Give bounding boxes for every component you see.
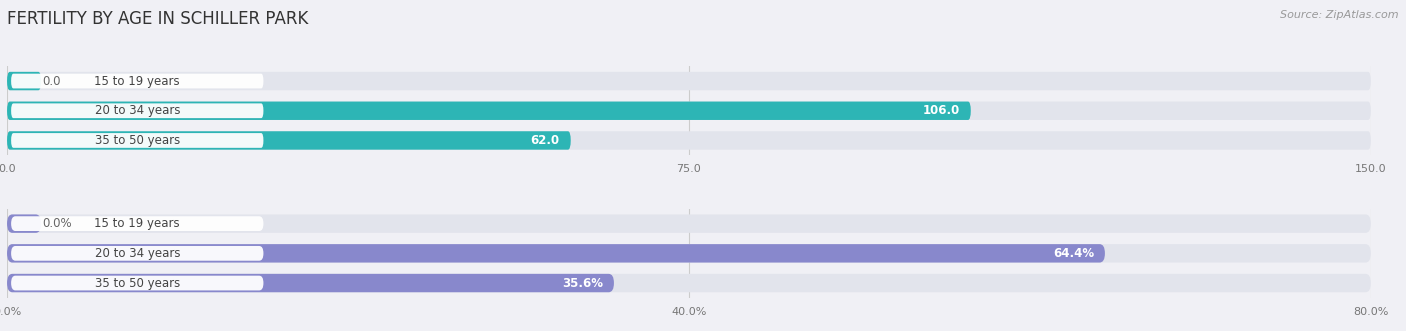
FancyBboxPatch shape: [7, 72, 41, 90]
Text: 35 to 50 years: 35 to 50 years: [94, 134, 180, 147]
Text: 20 to 34 years: 20 to 34 years: [94, 247, 180, 260]
FancyBboxPatch shape: [7, 214, 1371, 233]
Text: 35.6%: 35.6%: [562, 276, 603, 290]
FancyBboxPatch shape: [11, 216, 263, 231]
FancyBboxPatch shape: [7, 131, 1371, 150]
Text: 0.0%: 0.0%: [42, 217, 72, 230]
FancyBboxPatch shape: [7, 244, 1371, 262]
FancyBboxPatch shape: [11, 74, 263, 88]
FancyBboxPatch shape: [7, 102, 1371, 120]
Text: Source: ZipAtlas.com: Source: ZipAtlas.com: [1281, 10, 1399, 20]
FancyBboxPatch shape: [7, 274, 614, 292]
Text: 64.4%: 64.4%: [1053, 247, 1094, 260]
Text: 106.0: 106.0: [922, 104, 960, 117]
Text: 35 to 50 years: 35 to 50 years: [94, 276, 180, 290]
FancyBboxPatch shape: [7, 131, 571, 150]
Text: 15 to 19 years: 15 to 19 years: [94, 74, 180, 88]
Text: 0.0: 0.0: [42, 74, 60, 88]
FancyBboxPatch shape: [11, 246, 263, 261]
FancyBboxPatch shape: [7, 72, 1371, 90]
FancyBboxPatch shape: [7, 244, 1105, 262]
FancyBboxPatch shape: [11, 133, 263, 148]
FancyBboxPatch shape: [7, 102, 970, 120]
FancyBboxPatch shape: [7, 274, 1371, 292]
FancyBboxPatch shape: [7, 214, 41, 233]
Text: 62.0: 62.0: [530, 134, 560, 147]
Text: 20 to 34 years: 20 to 34 years: [94, 104, 180, 117]
Text: 15 to 19 years: 15 to 19 years: [94, 217, 180, 230]
FancyBboxPatch shape: [11, 103, 263, 118]
FancyBboxPatch shape: [11, 276, 263, 290]
Text: FERTILITY BY AGE IN SCHILLER PARK: FERTILITY BY AGE IN SCHILLER PARK: [7, 10, 308, 28]
